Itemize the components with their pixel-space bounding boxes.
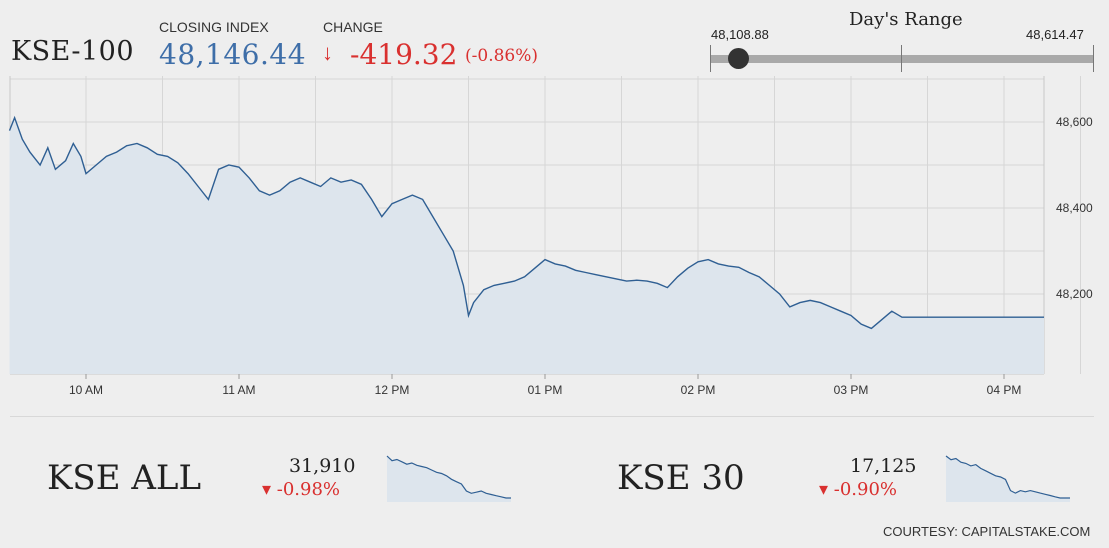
x-axis-ticks: 10 AM 11 AM 12 PM 01 PM 02 PM 03 PM 04 PM [69,374,1021,397]
sparkline-line [945,455,1070,499]
x-tick-label: 11 AM [222,383,255,397]
kse-all-value: 31,910 [289,455,356,477]
days-range-track [710,55,1094,63]
price-line [8,115,1044,330]
y-tick-label: 48,400 [1056,201,1093,215]
sparkline-line [386,455,511,499]
closing-index-value: 48,146.44 [159,38,307,71]
days-range-low: 48,108.88 [711,27,769,42]
x-tick-label: 02 PM [681,383,716,397]
change-value: -419.32 [350,38,458,71]
kse-30-value: 17,125 [850,455,917,477]
x-tick-label: 12 PM [375,383,410,397]
kse-all-change: ▾ -0.98% [262,479,341,500]
y-tick-label: 48,600 [1056,115,1093,129]
days-range-title: Day's Range [849,9,963,30]
main-chart: 10 AM 11 AM 12 PM 01 PM 02 PM 03 PM 04 PM 48,6… [8,76,1093,397]
down-arrow-icon: ↓ [322,40,333,65]
index-name: KSE-100 [11,36,135,67]
y-tick-label: 48,200 [1056,287,1093,301]
x-tick-label: 03 PM [834,383,869,397]
x-tick-label: 01 PM [528,383,563,397]
kse-all-name: KSE ALL [47,458,202,498]
kse-30-sparkline [945,455,1070,502]
range-tick [710,45,711,72]
kse-all-sparkline [386,455,511,502]
y-axis-ticks: 48,600 48,400 48,200 [1056,115,1093,301]
kse-30-name: KSE 30 [617,458,745,498]
courtesy-credit: COURTESY: CAPITALSTAKE.COM [883,524,1091,539]
x-tick-label: 04 PM [987,383,1022,397]
change-label: CHANGE [323,19,383,35]
days-range-marker [728,48,750,69]
change-percent: (-0.86%) [465,46,539,66]
sparkline-area [946,456,1070,502]
range-tick [901,45,902,72]
closing-index-label: CLOSING INDEX [159,19,269,35]
range-tick [1093,45,1094,72]
days-range-high: 48,614.47 [1026,27,1084,42]
divider [10,416,1094,417]
kse-30-change: ▾ -0.90% [819,479,898,500]
sparkline-area [387,456,511,502]
x-tick-label: 10 AM [69,383,103,397]
price-area [9,117,1044,374]
